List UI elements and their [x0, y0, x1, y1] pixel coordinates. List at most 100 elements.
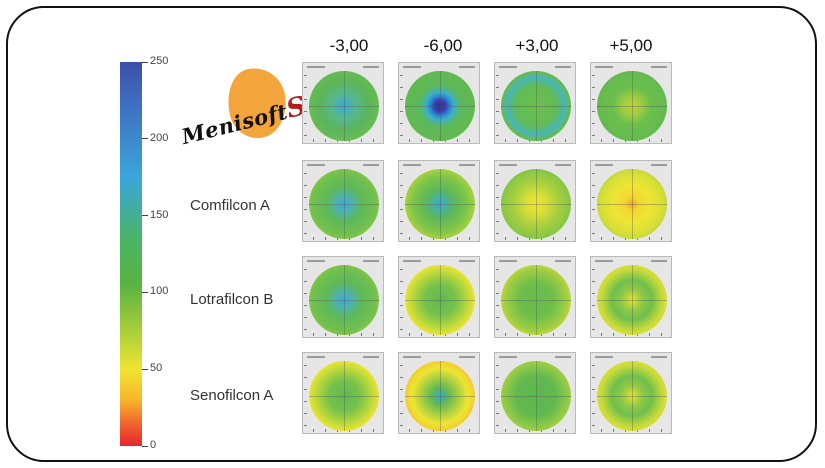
thickness-map-disc — [405, 169, 475, 239]
cell-tick — [496, 389, 499, 390]
scale-tick-3 — [142, 291, 148, 293]
cell-tick — [496, 305, 499, 306]
cell-tick — [496, 99, 499, 100]
cell-tick — [400, 281, 403, 282]
cell-tick — [505, 429, 506, 432]
cell-tick — [361, 429, 362, 432]
cell-tick — [517, 139, 518, 142]
cell-tick — [304, 111, 307, 112]
cell-tick — [409, 333, 410, 336]
crosshair-vertical — [632, 169, 633, 239]
thickness-map-disc — [597, 361, 667, 431]
cell-tick — [400, 123, 403, 124]
thickness-map-disc — [405, 265, 475, 335]
row-label-senofilcon: Senofilcon A — [190, 387, 274, 404]
cell-tick — [553, 139, 554, 142]
thickness-map-disc — [597, 169, 667, 239]
cell-tick — [565, 139, 566, 142]
column-label-1: -3,00 — [329, 36, 369, 55]
thickness-map-cell — [302, 256, 384, 338]
cell-tick — [304, 305, 307, 306]
cell-header-right — [363, 260, 379, 262]
cell-header-left — [307, 356, 325, 358]
cell-tick — [496, 401, 499, 402]
cell-tick — [409, 429, 410, 432]
thickness-map-cell — [590, 62, 672, 144]
cell-tick — [601, 139, 602, 142]
thickness-map-disc — [405, 361, 475, 431]
cell-header-left — [499, 260, 517, 262]
cell-header-right — [555, 164, 571, 166]
cell-tick — [304, 185, 307, 186]
thickness-map-disc — [501, 169, 571, 239]
cell-tick — [313, 429, 314, 432]
cell-tick — [496, 293, 499, 294]
cell-tick — [304, 317, 307, 318]
cell-tick — [400, 317, 403, 318]
cell-header-right — [459, 260, 475, 262]
cell-tick — [592, 401, 595, 402]
cell-tick — [304, 281, 307, 282]
cell-tick — [496, 425, 499, 426]
cell-tick — [649, 333, 650, 336]
scale-label-1: 200 — [150, 131, 169, 144]
thickness-map-cell — [590, 256, 672, 338]
crosshair-vertical — [440, 169, 441, 239]
cell-tick — [400, 111, 403, 112]
cell-tick — [313, 139, 314, 142]
crosshair-vertical — [536, 71, 537, 141]
color-scale-bar — [120, 62, 142, 446]
cell-tick — [592, 221, 595, 222]
thickness-map-disc — [501, 265, 571, 335]
scale-tick-4 — [142, 368, 148, 370]
cell-header-left — [499, 164, 517, 166]
column-label-4: +5,00 — [609, 36, 653, 55]
cell-tick — [373, 139, 374, 142]
cell-tick — [304, 197, 307, 198]
cell-tick — [496, 111, 499, 112]
cell-tick — [400, 401, 403, 402]
cell-tick — [592, 305, 595, 306]
cell-header-right — [555, 66, 571, 68]
cell-tick — [304, 135, 307, 136]
cell-header-left — [403, 356, 421, 358]
cell-tick — [304, 389, 307, 390]
thickness-map-cell — [494, 62, 576, 144]
cell-tick — [469, 139, 470, 142]
cell-tick — [592, 413, 595, 414]
crosshair-horizontal — [597, 300, 667, 301]
cell-tick — [400, 377, 403, 378]
thickness-map-cell — [590, 160, 672, 242]
cell-tick — [373, 333, 374, 336]
crosshair-horizontal — [501, 204, 571, 205]
cell-tick — [592, 293, 595, 294]
cell-header-right — [651, 356, 667, 358]
cell-tick — [304, 75, 307, 76]
crosshair-horizontal — [309, 106, 379, 107]
cell-tick — [400, 135, 403, 136]
column-label-2: -6,00 — [423, 36, 463, 55]
crosshair-vertical — [440, 265, 441, 335]
cell-tick — [592, 135, 595, 136]
cell-tick — [400, 75, 403, 76]
cell-tick — [565, 333, 566, 336]
scale-tick-1 — [142, 138, 148, 140]
cell-tick — [304, 293, 307, 294]
cell-tick — [613, 429, 614, 432]
cell-tick — [661, 429, 662, 432]
cell-tick — [649, 237, 650, 240]
cell-tick — [409, 139, 410, 142]
cell-tick — [400, 269, 403, 270]
cell-tick — [592, 281, 595, 282]
cell-tick — [496, 75, 499, 76]
cell-tick — [457, 139, 458, 142]
cell-tick — [457, 333, 458, 336]
cell-tick — [421, 429, 422, 432]
thickness-map-cell — [302, 352, 384, 434]
cell-tick — [400, 87, 403, 88]
cell-tick — [373, 237, 374, 240]
cell-header-left — [307, 66, 325, 68]
cell-tick — [421, 237, 422, 240]
cell-tick — [496, 123, 499, 124]
cell-tick — [304, 329, 307, 330]
